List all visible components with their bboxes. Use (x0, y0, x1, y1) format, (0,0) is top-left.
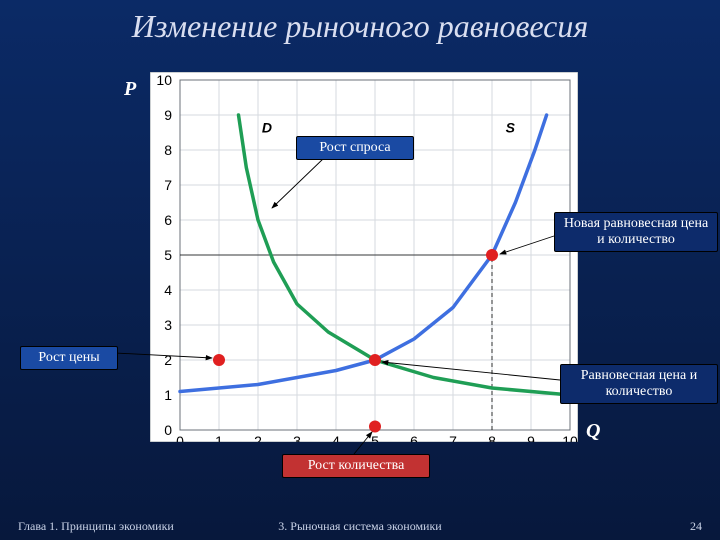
p-axis-label: P (124, 78, 136, 101)
svg-text:5: 5 (371, 433, 379, 442)
curve-label-D: D (262, 120, 272, 136)
svg-text:8: 8 (164, 142, 172, 158)
price-axis-point (213, 354, 225, 366)
svg-text:2: 2 (164, 352, 172, 368)
chart-area: 0 1 2 3 4 5 6 7 8 9 10 0 1 2 3 4 5 6 7 8 9 10 D S (150, 72, 578, 442)
svg-text:9: 9 (164, 107, 172, 123)
svg-text:3: 3 (164, 317, 172, 333)
svg-text:0: 0 (164, 422, 172, 438)
footer-center: 3. Рыночная система экономики (0, 519, 720, 534)
svg-text:4: 4 (164, 282, 172, 298)
curve-label-S: S (506, 120, 516, 136)
slide-title: Изменение рыночного равновесия (0, 8, 720, 45)
callout-price-growth: Рост цены (20, 346, 118, 370)
svg-text:7: 7 (449, 433, 457, 442)
svg-text:1: 1 (164, 387, 172, 403)
svg-text:9: 9 (527, 433, 535, 442)
slide: Изменение рыночного равновесия P Q 0 1 2 3 4… (0, 0, 720, 540)
svg-text:3: 3 (293, 433, 301, 442)
svg-text:10: 10 (562, 433, 578, 442)
qty-axis-point (369, 421, 381, 433)
callout-equilibrium: Равновесная цена и количество (560, 364, 718, 404)
callout-quantity-growth: Рост количества (282, 454, 430, 478)
q-axis-label: Q (586, 420, 600, 443)
new-eq-point (486, 249, 498, 261)
svg-text:6: 6 (410, 433, 418, 442)
svg-text:6: 6 (164, 212, 172, 228)
svg-text:1: 1 (215, 433, 223, 442)
svg-text:8: 8 (488, 433, 496, 442)
chart-svg: 0 1 2 3 4 5 6 7 8 9 10 0 1 2 3 4 5 6 7 8 9 10 D S (150, 72, 578, 442)
svg-text:5: 5 (164, 247, 172, 263)
svg-text:7: 7 (164, 177, 172, 193)
callout-demand-growth: Рост спроса (296, 136, 414, 160)
footer-right: 24 (690, 519, 702, 534)
svg-text:2: 2 (254, 433, 262, 442)
svg-text:4: 4 (332, 433, 340, 442)
eq-point (369, 354, 381, 366)
svg-text:0: 0 (176, 433, 184, 442)
svg-text:10: 10 (156, 72, 172, 88)
callout-new-equilibrium: Новая равновесная цена и количество (554, 212, 718, 252)
